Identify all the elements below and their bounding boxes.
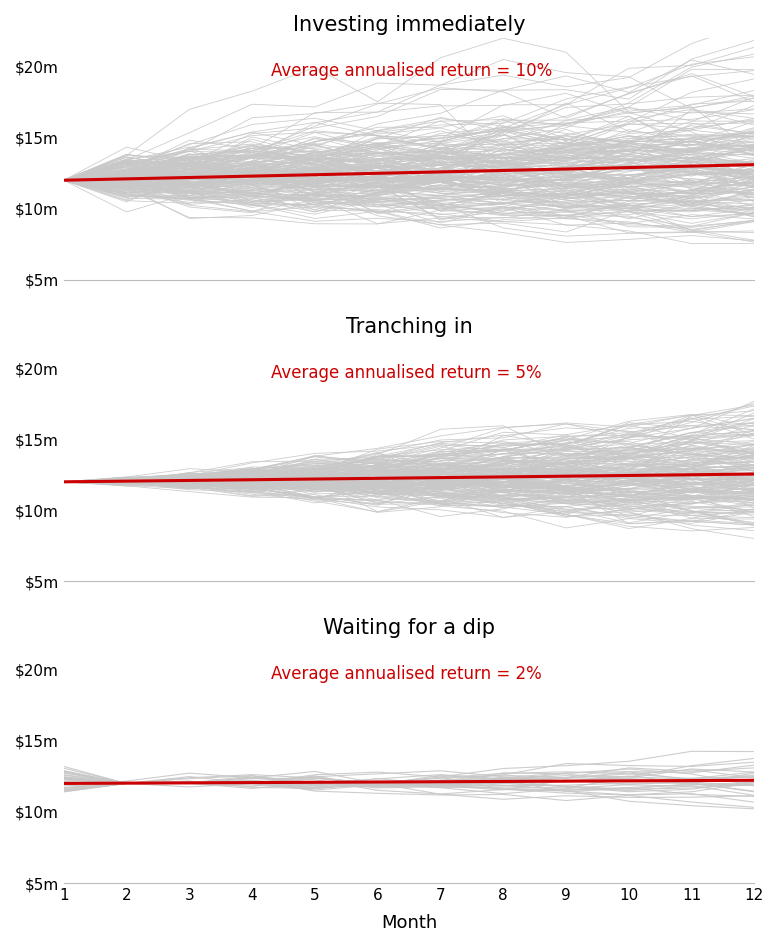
Text: Average annualised return = 10%: Average annualised return = 10% [271, 63, 552, 80]
Title: Waiting for a dip: Waiting for a dip [323, 618, 495, 638]
X-axis label: Month: Month [381, 914, 437, 932]
Title: Investing immediately: Investing immediately [293, 15, 525, 35]
Text: Average annualised return = 5%: Average annualised return = 5% [271, 364, 541, 382]
Text: Average annualised return = 2%: Average annualised return = 2% [271, 666, 541, 684]
Title: Tranching in: Tranching in [346, 316, 472, 336]
